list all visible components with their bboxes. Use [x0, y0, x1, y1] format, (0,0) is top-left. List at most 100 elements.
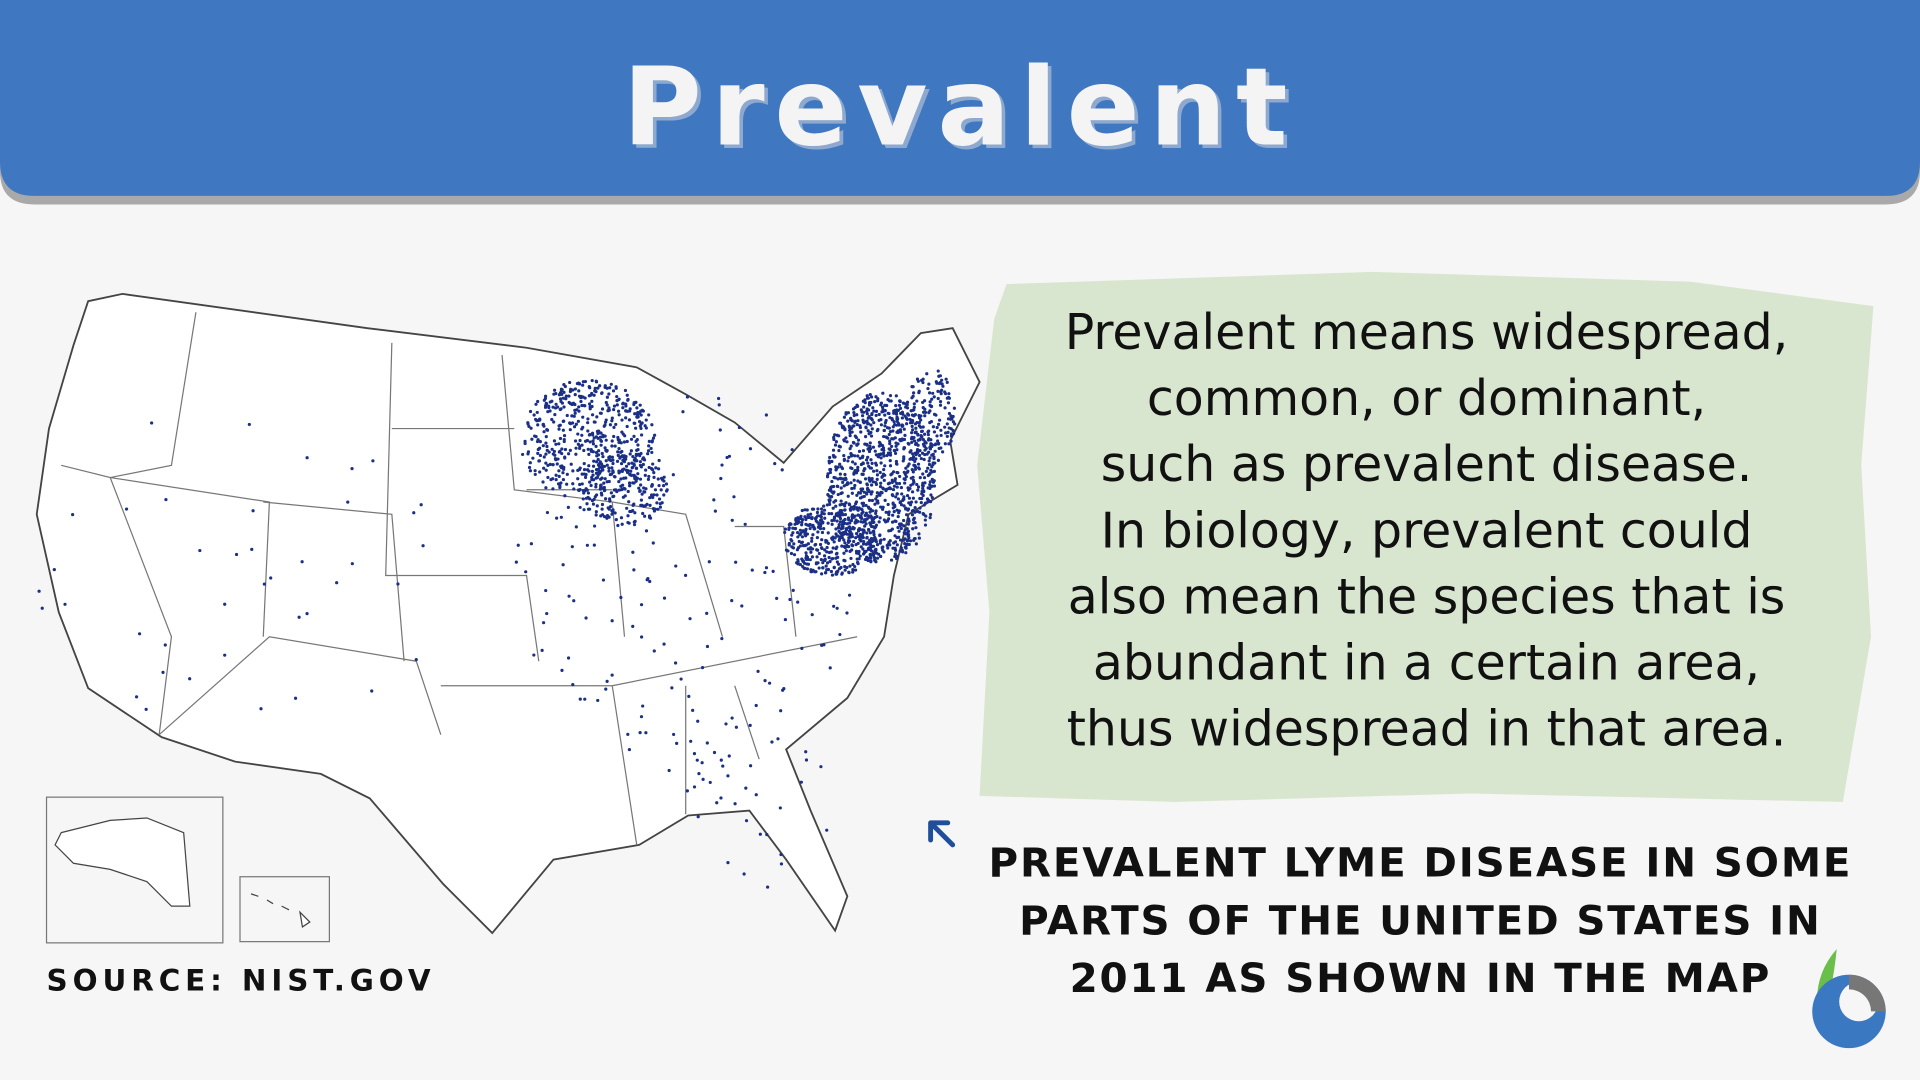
dot: [909, 409, 913, 413]
dot: [633, 519, 637, 523]
dot: [917, 532, 921, 536]
dot: [901, 497, 905, 501]
dot: [567, 394, 571, 398]
dot: [804, 750, 808, 754]
dot: [783, 617, 787, 622]
dot: [662, 475, 666, 479]
dot: [572, 425, 577, 429]
dot: [845, 522, 849, 526]
dot: [571, 401, 576, 405]
dot: [617, 480, 621, 484]
dot: [650, 482, 654, 487]
dot: [910, 431, 914, 435]
dot: [882, 467, 886, 472]
dot: [805, 567, 810, 571]
dot: [806, 515, 810, 520]
dot: [579, 395, 583, 400]
dot: [574, 452, 578, 456]
dot: [914, 457, 918, 461]
dot: [891, 429, 895, 433]
dot: [856, 513, 861, 517]
dot: [641, 704, 645, 708]
dot: [952, 406, 957, 410]
dot: [951, 428, 955, 433]
dot: [800, 520, 804, 524]
dot: [928, 400, 932, 404]
dot: [923, 414, 927, 418]
dot: [927, 438, 931, 442]
dot: [564, 397, 568, 401]
hawaii: [250, 893, 311, 928]
dot: [923, 432, 927, 436]
dot: [628, 484, 632, 488]
dot: [695, 758, 699, 762]
dot: [37, 589, 41, 593]
dot: [897, 511, 901, 515]
dot: [610, 509, 614, 513]
dot: [161, 670, 165, 674]
dot: [933, 449, 937, 453]
dot: [573, 439, 578, 443]
dot: [596, 457, 600, 462]
dot: [930, 495, 934, 500]
dot: [853, 462, 857, 466]
dot: [598, 384, 602, 388]
dot: [557, 393, 562, 397]
dot: [584, 616, 588, 620]
dot: [608, 499, 612, 503]
dot: [545, 427, 549, 432]
dot: [837, 434, 841, 438]
dot: [830, 536, 834, 540]
dot: [803, 515, 807, 519]
dot: [608, 423, 613, 427]
dot: [893, 479, 897, 483]
dot: [874, 395, 878, 399]
dot: [582, 491, 586, 495]
dot: [891, 513, 895, 517]
dot: [889, 444, 894, 449]
dot: [740, 604, 744, 608]
dot: [812, 527, 816, 531]
dot: [733, 802, 737, 806]
dot: [783, 530, 787, 535]
dot: [640, 433, 644, 437]
dot: [643, 504, 647, 508]
dot: [617, 488, 622, 492]
dot: [872, 469, 876, 473]
dot: [831, 453, 836, 458]
dot: [554, 391, 558, 396]
dot: [599, 491, 604, 495]
dot: [855, 557, 859, 561]
dot: [914, 500, 918, 504]
dot: [670, 686, 674, 690]
dot: [578, 697, 582, 701]
dot: [898, 438, 902, 442]
dot: [927, 411, 931, 415]
dot: [528, 469, 533, 473]
dot: [936, 458, 941, 462]
dot: [665, 488, 669, 492]
dot: [623, 434, 627, 438]
dot: [892, 448, 896, 453]
dot: [631, 624, 635, 628]
dot: [923, 410, 928, 414]
dot: [834, 504, 838, 508]
dot: [188, 677, 192, 681]
dot: [893, 534, 897, 538]
dot: [544, 435, 548, 439]
dot: [843, 541, 847, 545]
dot: [880, 546, 884, 550]
dot: [674, 564, 678, 568]
dot: [763, 570, 767, 575]
dot: [826, 521, 830, 525]
dot: [803, 544, 807, 548]
dot: [293, 696, 298, 700]
dot: [608, 455, 612, 459]
dot: [927, 429, 931, 433]
dot: [561, 563, 565, 567]
dot: [804, 557, 809, 561]
dot: [607, 392, 611, 396]
dot: [691, 708, 695, 712]
dot: [720, 636, 724, 641]
dot: [940, 378, 944, 382]
